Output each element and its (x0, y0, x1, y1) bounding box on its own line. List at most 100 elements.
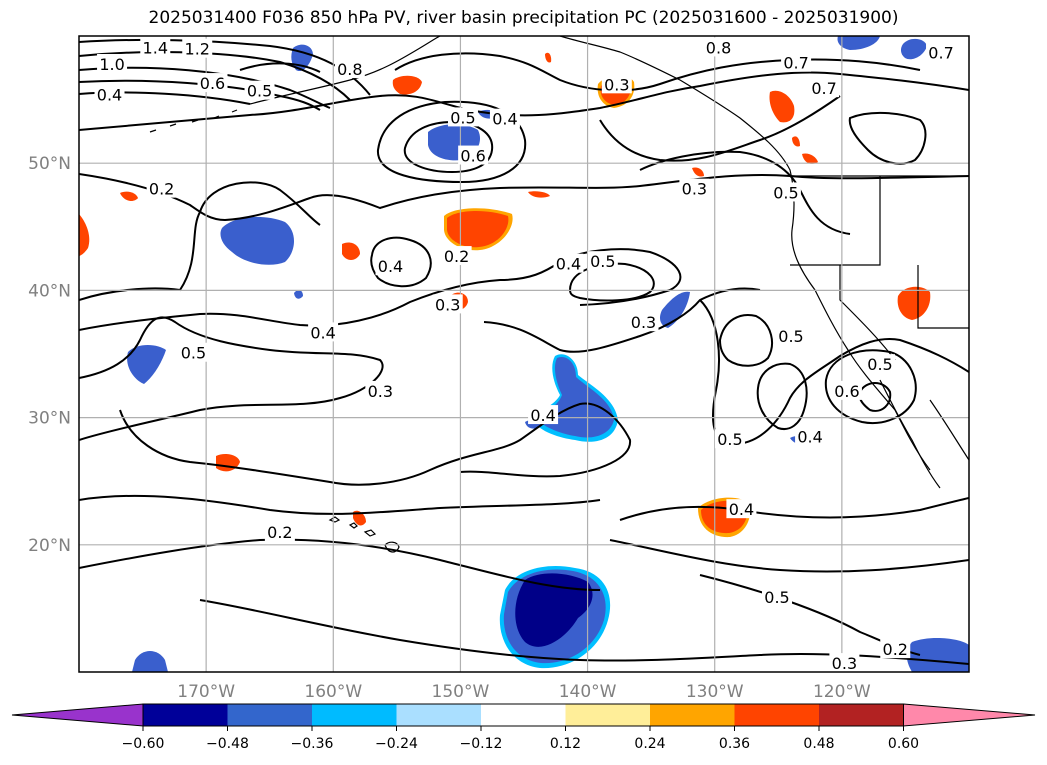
contour-label-bg (587, 251, 618, 271)
contour-label-bg (880, 639, 911, 659)
pv-contour (848, 111, 927, 165)
positive-anomaly-region (120, 191, 138, 201)
lon-tick-label: 170°W (177, 682, 235, 702)
colorbar-tick-label: −0.24 (375, 736, 418, 752)
colorbar-segment (143, 704, 228, 726)
contour-label-bg (458, 145, 489, 165)
contour-label-bg (679, 178, 710, 198)
contour-label-bg (762, 586, 793, 606)
colorbar-segment (650, 704, 735, 726)
contour-label-bg (528, 405, 559, 425)
pv-contour (824, 349, 917, 424)
contour-label: 0.5 (181, 344, 206, 363)
positive-anomaly-region (528, 191, 550, 198)
contour-label: 0.5 (764, 588, 789, 607)
strong-negative-anomaly-region (515, 573, 593, 647)
gridlines (79, 36, 969, 672)
lat-tick-label: 50°N (28, 154, 71, 174)
map-frame (78, 35, 970, 673)
pv-contour (79, 538, 601, 591)
state-border (790, 176, 881, 266)
negative-anomaly-region (220, 216, 295, 265)
lat-tick-label: 20°N (28, 536, 71, 556)
colorbar-segment (734, 704, 819, 726)
negative-anomaly-region (294, 290, 303, 299)
contour-label-bg (375, 256, 406, 276)
contour-label-bg (447, 107, 478, 127)
positive-anomaly-region (792, 136, 800, 147)
contour-label: 0.8 (337, 60, 362, 79)
pv-contour (639, 150, 851, 235)
contour-label-bg (308, 322, 339, 342)
latitude-labels: 20°N 30°N 40°N 50°N (28, 154, 71, 556)
contour-label-bg (182, 38, 213, 58)
contour-label-bg (197, 73, 228, 93)
mexico-coast (929, 399, 969, 461)
colorbar-segment (481, 704, 566, 726)
contour-label: 0.5 (247, 82, 272, 101)
contour-label-bg (601, 74, 632, 94)
contour-label: 0.5 (590, 252, 615, 271)
contour-label-bg (178, 342, 209, 362)
contour-label-bg (140, 37, 171, 57)
contour-label: 0.7 (928, 44, 953, 63)
colorbar-extend-high (903, 703, 1036, 727)
contour-label: 1.0 (99, 55, 124, 74)
contour-label: 0.8 (706, 38, 731, 57)
contour-label: 0.5 (778, 327, 803, 346)
negative-anomaly-region (132, 651, 168, 672)
contour-label: 0.2 (149, 180, 174, 199)
contour-label: 0.3 (631, 313, 656, 332)
contour-label-bg (489, 108, 520, 128)
contour-label: 0.6 (200, 74, 225, 93)
contour-label-bg (781, 52, 812, 72)
pv-contour (619, 497, 969, 521)
contour-label-bg (726, 499, 757, 519)
pv-contour (609, 539, 969, 573)
negative-anomaly-region (127, 345, 166, 384)
contour-label-bg (94, 84, 125, 104)
contour-label: 0.4 (378, 257, 403, 276)
positive-anomaly-region (692, 167, 704, 177)
contour-label: 0.3 (435, 295, 460, 314)
map-background (79, 36, 969, 672)
aleutian-islands (149, 109, 238, 133)
colorbar-tick-label: −0.60 (122, 736, 165, 752)
contour-label: 0.7 (811, 79, 836, 98)
state-border (917, 265, 969, 329)
pv-contour (483, 287, 761, 353)
contour-label-bg (831, 380, 862, 400)
contour-labels: 1.4 1.21.00.6 0.50.80.40.5 0.40.60.30.80.70… (94, 37, 957, 672)
colorbar-tick-label: 0.48 (803, 736, 834, 752)
lon-tick-label: 130°W (686, 682, 744, 702)
map-title: 2025031400 F036 850 hPa PV, river basin … (148, 8, 899, 28)
contour-label-bg (244, 80, 275, 100)
us-west-coast (791, 229, 931, 471)
negative-anomaly-region (660, 291, 690, 328)
pv-contour (376, 100, 527, 184)
contour-label-bg (714, 429, 745, 449)
contour-label: 0.3 (368, 382, 393, 401)
colorbar-segment (396, 704, 481, 726)
contour-label: 1.4 (143, 38, 168, 57)
contour-label-bg (795, 426, 826, 446)
colorbar-tick-label: 0.60 (888, 736, 919, 752)
colorbar-segment (819, 704, 904, 726)
pv-contour (403, 120, 494, 174)
contour-label-bg (146, 178, 177, 198)
contour-label: 0.6 (460, 147, 485, 166)
contour-label: 0.4 (97, 86, 122, 105)
lon-tick-label: 120°W (813, 682, 871, 702)
positive-anomaly-region (447, 210, 509, 248)
alaska-coast (249, 36, 441, 105)
colorbar-tick-label: 0.12 (550, 736, 581, 752)
colorbar (11, 703, 1036, 727)
contour-label-bg (97, 53, 128, 73)
colorbar-tick-label: −0.36 (291, 736, 334, 752)
contour-label: 0.6 (834, 382, 859, 401)
state-border (839, 265, 896, 361)
pv-contour (199, 599, 969, 665)
pv-contour (858, 382, 892, 412)
colorbar-tick-label: −0.12 (460, 736, 503, 752)
colorbar-tick-label: 0.24 (634, 736, 665, 752)
